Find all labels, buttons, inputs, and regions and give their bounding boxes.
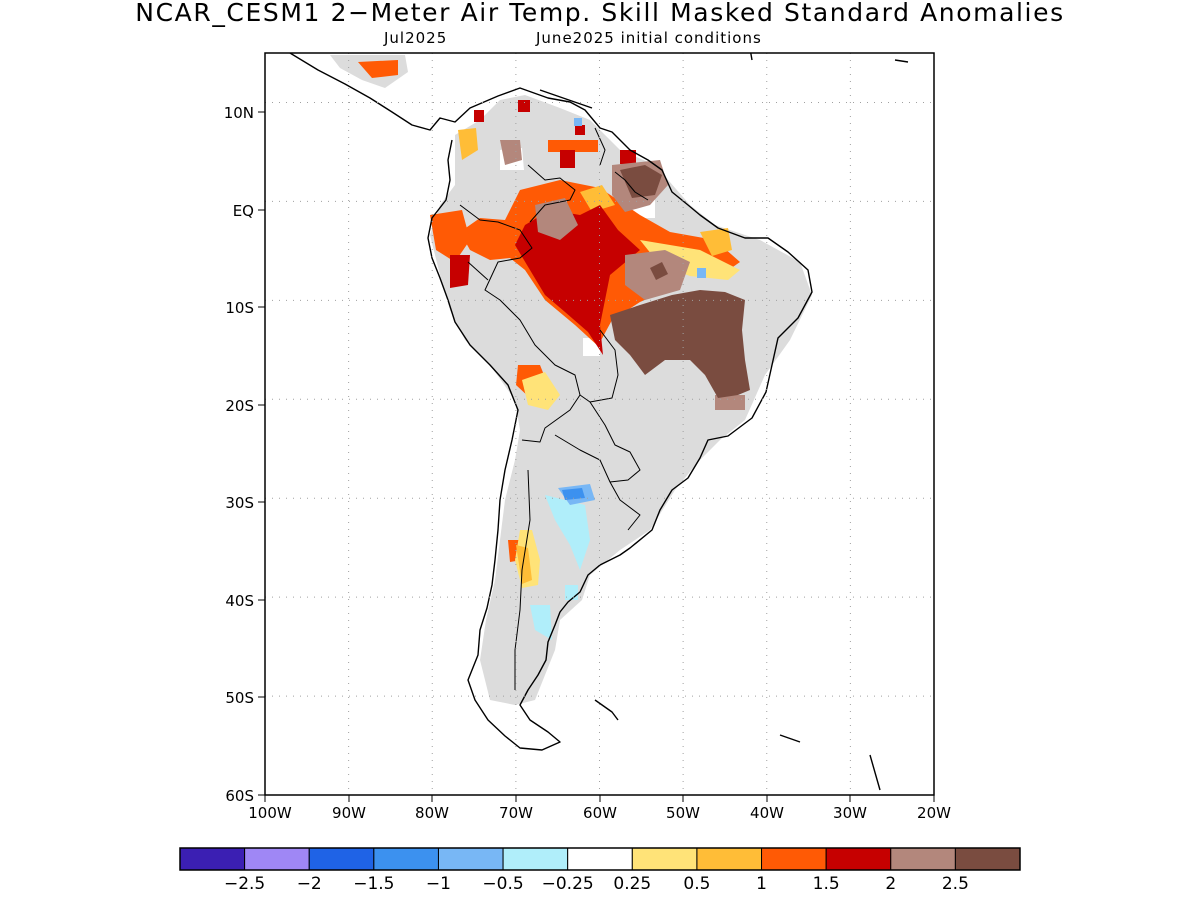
colorbar-swatch (825, 847, 892, 871)
initial-conditions: June2025 initial conditions (536, 29, 762, 47)
graticule (265, 53, 934, 795)
anomaly-1-to-1.5 (548, 140, 598, 152)
colorbar-swatch (890, 847, 956, 871)
anomaly-above-2.5 (610, 290, 750, 398)
colorbar-swatch (179, 847, 246, 871)
anomaly-minus-0.25-to-minus-0.5 (530, 605, 552, 640)
lon-axis: 100W 90W 80W 70W 60W 50W 40W 30W 20W (248, 795, 951, 822)
colorbar-swatch (954, 847, 1021, 871)
colorbar-label: 2.5 (942, 874, 969, 894)
colorbar-swatch (373, 847, 439, 871)
colorbar-swatch (502, 847, 569, 871)
anomaly-above-2.5 (620, 165, 662, 198)
lon-tick-label: 60W (583, 804, 617, 822)
anomaly-2-to-2.5 (715, 395, 745, 410)
colorbar-swatch (567, 847, 633, 871)
lon-tick-label: 50W (666, 804, 700, 822)
colorbar-label: −1 (426, 874, 451, 894)
anomaly-1.5-to-2 (575, 125, 585, 135)
lon-tick-label: 100W (248, 804, 292, 822)
anomaly-minus-0.5-to-minus-1 (574, 118, 582, 126)
anomaly-minus-1-to-minus-1.5 (562, 488, 585, 500)
lat-tick-label: 50S (225, 689, 254, 707)
lat-tick-label: 10S (225, 299, 254, 317)
anomaly-1.5-to-2 (620, 150, 636, 164)
colorbar-label: 0.5 (683, 874, 710, 894)
colorbar-swatch (761, 847, 827, 871)
colorbar-swatch (437, 847, 504, 871)
colorbar-swatch (244, 847, 310, 871)
lat-tick-label: EQ (233, 202, 254, 220)
anomaly-above-2.5 (650, 262, 668, 280)
country-borders (459, 127, 649, 690)
lon-tick-label: 80W (415, 804, 449, 822)
anomaly-0.5-to-1 (516, 545, 532, 584)
anomaly-2-to-2.5 (535, 198, 578, 240)
map-title: NCAR_CESM1 2−Meter Air Temp. Skill Maske… (135, 0, 1065, 27)
anomaly-minus-0.25-to-minus-0.5 (545, 495, 590, 570)
anomaly-1.5-to-2 (450, 255, 470, 288)
anomaly-1.5-to-2 (560, 150, 575, 168)
colorbar-label: −0.25 (542, 874, 594, 894)
coastline (289, 53, 909, 791)
anomaly-1-to-1.5 (358, 60, 398, 78)
anomaly-1.5-to-2 (474, 110, 484, 122)
colorbar-swatch (631, 847, 698, 871)
anomaly-minus-0.25-to-minus-0.5 (565, 585, 578, 600)
colorbar-label: −2 (297, 874, 322, 894)
anomaly-1.5-to-2 (518, 100, 530, 112)
lon-tick-label: 20W (917, 804, 951, 822)
anomaly-2-to-2.5 (500, 140, 522, 165)
colorbar-label: 1.5 (813, 874, 840, 894)
anomaly-0.25-to-0.5 (522, 372, 560, 410)
colorbar-swatch (308, 847, 375, 871)
lon-tick-label: 70W (499, 804, 533, 822)
anomaly-0.5-to-1 (700, 228, 732, 256)
colorbar: −2.5 −2 −1.5 −1 −0.5 −0.25 0.25 0.5 1 1.5 2 2.5 (179, 847, 1021, 894)
lon-tick-label: 40W (750, 804, 784, 822)
colorbar-label: −2.5 (224, 874, 265, 894)
anomaly-1.5-to-2 (515, 205, 640, 355)
lat-tick-label: 60S (225, 787, 254, 805)
lat-tick-label: 30S (225, 494, 254, 512)
lat-axis: 10N EQ 10S 20S 30S 40S 50S 60S (224, 104, 265, 805)
colorbar-label: 1 (756, 874, 767, 894)
anomaly-0.5-to-1 (458, 128, 478, 160)
lon-tick-label: 30W (833, 804, 867, 822)
anomaly-1-to-1.5 (430, 210, 470, 262)
anomaly-minus-0.5-to-minus-1 (697, 268, 706, 278)
colorbar-frame (179, 847, 1021, 871)
colorbar-swatch (696, 847, 763, 871)
lon-tick-label: 90W (332, 804, 366, 822)
colorbar-label: −1.5 (353, 874, 394, 894)
lat-tick-label: 40S (225, 592, 254, 610)
forecast-month: Jul2025 (384, 29, 448, 47)
colorbar-label: −0.5 (482, 874, 523, 894)
colorbar-label: 2 (885, 874, 896, 894)
anomaly-0.5-to-1 (580, 185, 615, 212)
lat-tick-label: 10N (224, 104, 254, 122)
colorbar-label: 0.25 (613, 874, 651, 894)
lat-tick-label: 20S (225, 397, 254, 415)
